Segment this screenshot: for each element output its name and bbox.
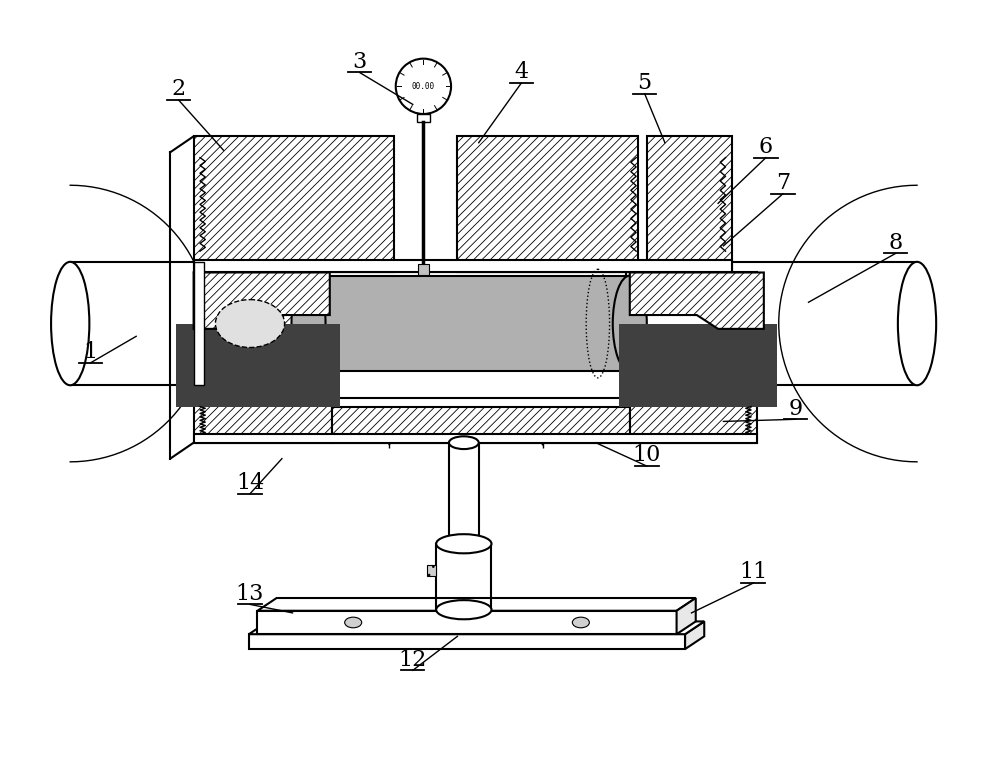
Bar	[647, 136, 732, 273]
Bar	[194, 262, 204, 386]
Bar	[427, 565, 436, 576]
Bar	[249, 634, 685, 649]
Bar	[626, 262, 917, 386]
Bar	[417, 114, 430, 122]
Bar	[630, 398, 757, 442]
Polygon shape	[619, 323, 777, 407]
Ellipse shape	[345, 617, 362, 628]
Bar	[257, 611, 677, 634]
Polygon shape	[176, 323, 340, 407]
Ellipse shape	[898, 262, 936, 386]
Polygon shape	[249, 622, 704, 634]
Text: 5: 5	[638, 72, 652, 94]
Ellipse shape	[436, 534, 491, 553]
Ellipse shape	[613, 276, 647, 372]
Text: 7: 7	[776, 172, 790, 194]
Polygon shape	[257, 598, 696, 611]
Polygon shape	[630, 273, 764, 329]
Text: 10: 10	[633, 445, 661, 467]
Bar	[70, 262, 309, 386]
Ellipse shape	[396, 58, 451, 114]
Bar	[194, 434, 757, 442]
Text: 00.00: 00.00	[412, 82, 435, 91]
Text: 11: 11	[739, 562, 767, 583]
Bar	[194, 398, 332, 442]
Ellipse shape	[188, 340, 327, 399]
Text: 9: 9	[789, 397, 803, 420]
Bar	[418, 264, 429, 275]
Ellipse shape	[51, 262, 89, 386]
Bar	[457, 136, 638, 273]
Polygon shape	[194, 273, 330, 329]
Ellipse shape	[449, 436, 479, 449]
Bar	[309, 276, 630, 372]
Ellipse shape	[572, 617, 589, 628]
Polygon shape	[685, 622, 704, 649]
Text: 4: 4	[514, 62, 528, 83]
Text: 13: 13	[236, 583, 264, 605]
Bar	[332, 407, 630, 442]
Text: 14: 14	[236, 472, 264, 494]
Text: 6: 6	[759, 136, 773, 158]
Polygon shape	[677, 598, 696, 634]
Bar	[245, 262, 309, 386]
Text: 3: 3	[352, 51, 367, 73]
Ellipse shape	[215, 300, 285, 347]
Text: 2: 2	[172, 79, 186, 100]
Text: 8: 8	[889, 231, 903, 254]
Ellipse shape	[436, 600, 491, 619]
Bar	[273, 312, 303, 335]
Bar	[194, 136, 394, 273]
Ellipse shape	[291, 276, 326, 372]
Text: 12: 12	[399, 649, 427, 671]
Ellipse shape	[622, 340, 761, 399]
Text: 1: 1	[83, 341, 97, 363]
Bar	[194, 259, 732, 273]
